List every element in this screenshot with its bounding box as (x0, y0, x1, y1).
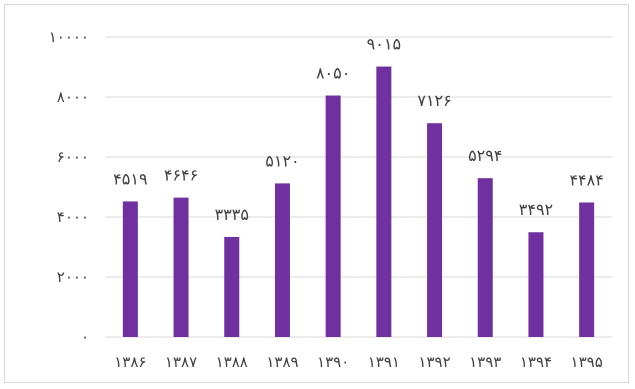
y-tick-label: ۸۰۰۰ (57, 88, 89, 106)
x-tick-label: ۱۳۹۲ (418, 353, 450, 371)
data-labels: ۴۵۱۹ ۴۶۴۶ ۳۳۳۵ ۵۱۲۰ ۸۰۵۰ ۹۰۱۵ ۷۱۲۶ ۵۲۹۴ ۳۴۹۲ ۴۴۸۴ (113, 35, 604, 224)
x-tick-label: ۱۳۸۸ (216, 353, 248, 371)
x-tick-label: ۱۳۸۶ (114, 353, 146, 371)
data-label: ۴۴۸۴ (569, 170, 603, 189)
data-label: ۴۵۱۹ (113, 169, 147, 188)
y-tick-label: ۱۰۰۰۰ (49, 28, 89, 46)
y-tick-label: ۴۰۰۰ (57, 208, 89, 226)
x-tick-label: ۱۳۹۵ (571, 353, 603, 371)
x-axis-tick-labels: ۱۳۸۶ ۱۳۸۷ ۱۳۸۸ ۱۳۸۹ ۱۳۹۰ ۱۳۹۱ ۱۳۹۲ ۱۳۹۳ ۱۳۹۴ ۱۳۹۵ (114, 353, 603, 371)
y-tick-label: ۶۰۰۰ (57, 148, 89, 166)
data-label: ۳۴۹۲ (519, 200, 553, 219)
data-label: ۳۳۳۵ (215, 205, 249, 224)
gridlines (105, 36, 612, 338)
x-tick-label: ۱۳۸۹ (266, 353, 298, 371)
chart-area (4, 4, 629, 383)
x-tick-label: ۱۳۹۴ (520, 353, 552, 371)
bar (579, 202, 595, 337)
y-tick-label: ۰ (81, 328, 89, 346)
data-label: ۸۰۵۰ (316, 64, 350, 83)
data-label: ۹۰۱۵ (367, 35, 401, 54)
data-label: ۴۶۴۶ (164, 166, 198, 185)
data-label: ۵۲۹۴ (468, 146, 502, 165)
data-label: ۵۱۲۰ (265, 151, 299, 170)
bars (122, 66, 595, 338)
y-tick-label: ۲۰۰۰ (57, 268, 89, 286)
y-axis-tick-labels: ۰ ۲۰۰۰ ۴۰۰۰ ۶۰۰۰ ۸۰۰۰ ۱۰۰۰۰ (49, 28, 89, 346)
bar (173, 197, 189, 337)
bar (427, 123, 443, 337)
bar (376, 66, 392, 338)
data-label: ۷۱۲۶ (417, 91, 451, 110)
bar (325, 95, 341, 337)
x-tick-label: ۱۳۸۷ (165, 353, 197, 371)
bar (274, 183, 290, 337)
bar (477, 178, 493, 337)
x-tick-label: ۱۳۹۱ (368, 353, 400, 371)
x-tick-label: ۱۳۹۳ (469, 353, 501, 371)
bar (122, 201, 138, 337)
bar (224, 236, 240, 337)
x-tick-label: ۱۳۹۰ (317, 353, 349, 371)
bar (528, 232, 544, 337)
